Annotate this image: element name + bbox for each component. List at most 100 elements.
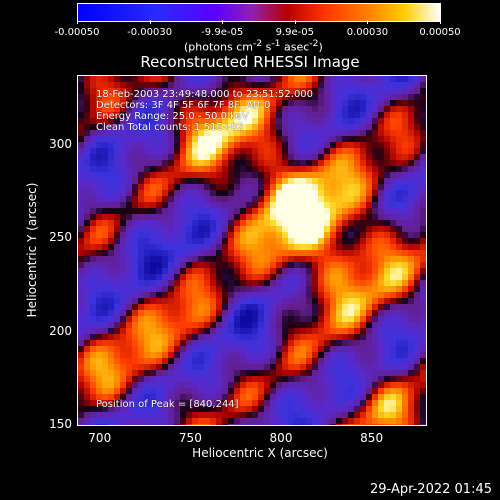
heatmap-cell	[150, 214, 156, 220]
heatmap-cell	[312, 184, 318, 190]
heatmap-cell	[102, 190, 108, 196]
heatmap-cell	[336, 424, 342, 425]
heatmap-cell	[324, 298, 330, 304]
heatmap-cell	[144, 286, 150, 292]
heatmap-cell	[204, 418, 210, 424]
heatmap-cell	[150, 370, 156, 376]
heatmap-cell	[114, 124, 120, 130]
heatmap-cell	[312, 160, 318, 166]
heatmap-cell	[150, 388, 156, 394]
heatmap-cell	[174, 418, 180, 424]
heatmap-cell	[258, 118, 264, 124]
heatmap-cell	[258, 364, 264, 370]
heatmap-cell	[354, 250, 360, 256]
heatmap-cell	[84, 118, 90, 124]
heatmap-cell	[330, 232, 336, 238]
heatmap-cell	[276, 112, 282, 118]
heatmap-cell	[294, 184, 300, 190]
heatmap-cell	[330, 154, 336, 160]
heatmap-cell	[300, 142, 306, 148]
heatmap-cell	[126, 262, 132, 268]
heatmap-cell	[198, 100, 204, 106]
heatmap-cell	[360, 304, 366, 310]
heatmap-cell	[276, 316, 282, 322]
heatmap-cell	[96, 214, 102, 220]
heatmap-cell	[186, 118, 192, 124]
heatmap-cell	[330, 406, 336, 412]
heatmap-cell	[246, 160, 252, 166]
heatmap-cell	[174, 202, 180, 208]
heatmap-cell	[282, 178, 288, 184]
heatmap-cell	[108, 226, 114, 232]
heatmap-cell	[240, 106, 246, 112]
heatmap-cell	[276, 196, 282, 202]
heatmap-cell	[318, 388, 324, 394]
heatmap-cell	[246, 118, 252, 124]
heatmap-cell	[132, 88, 138, 94]
heatmap-cell	[84, 172, 90, 178]
heatmap-cell	[378, 310, 384, 316]
heatmap-cell	[204, 328, 210, 334]
heatmap-cell	[252, 166, 258, 172]
heatmap-cell	[84, 388, 90, 394]
heatmap-cell	[330, 352, 336, 358]
heatmap-cell	[174, 154, 180, 160]
heatmap-cell	[354, 94, 360, 100]
heatmap-cell	[198, 82, 204, 88]
heatmap-cell	[396, 148, 402, 154]
heatmap-cell	[378, 400, 384, 406]
heatmap-cell	[204, 214, 210, 220]
heatmap-cell	[330, 226, 336, 232]
heatmap-cell	[210, 286, 216, 292]
heatmap-cell	[252, 238, 258, 244]
heatmap-cell	[96, 118, 102, 124]
heatmap-cell	[336, 202, 342, 208]
heatmap-cell	[408, 328, 414, 334]
heatmap-cell	[360, 424, 366, 425]
heatmap-cell	[270, 250, 276, 256]
heatmap-cell	[342, 268, 348, 274]
heatmap-cell	[396, 406, 402, 412]
heatmap-cell	[318, 202, 324, 208]
heatmap-cell	[306, 148, 312, 154]
heatmap-cell	[108, 100, 114, 106]
heatmap-cell	[156, 400, 162, 406]
heatmap-cell	[120, 100, 126, 106]
heatmap-cell	[354, 388, 360, 394]
heatmap-cell	[258, 166, 264, 172]
heatmap-cell	[198, 268, 204, 274]
heatmap-cell	[378, 208, 384, 214]
heatmap-cell	[114, 256, 120, 262]
heatmap-cell	[300, 190, 306, 196]
heatmap-cell	[318, 310, 324, 316]
heatmap-cell	[210, 424, 216, 425]
heatmap-cell	[198, 376, 204, 382]
heatmap-cell	[390, 382, 396, 388]
heatmap-cell	[384, 310, 390, 316]
heatmap-cell	[318, 190, 324, 196]
heatmap-cell	[162, 358, 168, 364]
heatmap-cell	[132, 142, 138, 148]
heatmap-cell	[330, 268, 336, 274]
heatmap-cell	[156, 178, 162, 184]
heatmap-cell	[174, 166, 180, 172]
heatmap-cell	[126, 400, 132, 406]
heatmap-cell	[108, 142, 114, 148]
heatmap-cell	[300, 316, 306, 322]
heatmap-cell	[396, 238, 402, 244]
heatmap-cell	[294, 214, 300, 220]
heatmap-cell	[120, 88, 126, 94]
heatmap-cell	[294, 136, 300, 142]
heatmap-cell	[162, 178, 168, 184]
heatmap-cell	[348, 316, 354, 322]
heatmap-cell	[330, 388, 336, 394]
heatmap-cell	[204, 76, 210, 82]
heatmap-cell	[258, 280, 264, 286]
heatmap-cell	[228, 382, 234, 388]
heatmap-cell	[372, 352, 378, 358]
heatmap-cell	[114, 136, 120, 142]
heatmap-cell	[306, 280, 312, 286]
heatmap-cell	[336, 226, 342, 232]
heatmap-cell	[306, 310, 312, 316]
heatmap-cell	[384, 238, 390, 244]
